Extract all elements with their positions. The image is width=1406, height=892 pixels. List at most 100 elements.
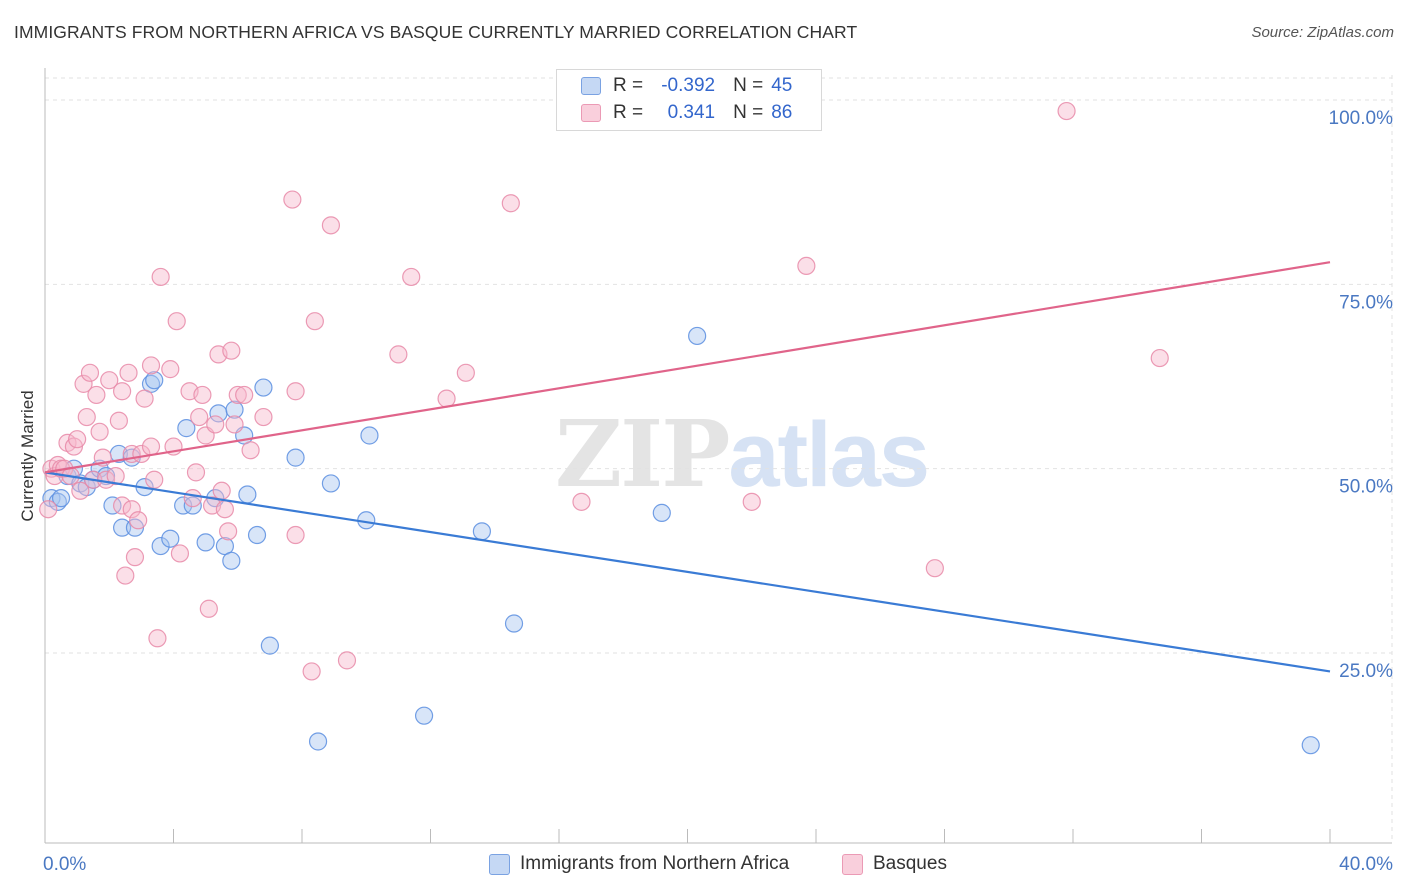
point-basques	[77, 407, 96, 427]
point-northern-africa	[103, 496, 122, 515]
point-northern-africa	[196, 533, 215, 552]
point-basques	[228, 385, 247, 405]
point-northern-africa	[321, 474, 341, 493]
point-basques	[186, 463, 206, 482]
point-basques	[112, 496, 132, 515]
point-basques	[141, 356, 161, 375]
point-basques	[106, 466, 125, 486]
point-northern-africa	[177, 419, 196, 438]
point-northern-africa	[183, 496, 202, 515]
point-basques	[148, 629, 167, 648]
point-basques	[219, 522, 238, 541]
point-basques	[161, 360, 180, 379]
point-basques	[109, 411, 128, 430]
point-basques	[125, 548, 145, 567]
legend-r-label: R =	[613, 102, 644, 123]
point-northern-africa	[238, 485, 257, 504]
point-basques	[212, 481, 231, 500]
point-basques	[39, 500, 58, 519]
point-basques	[1150, 348, 1169, 368]
y-tick-label: 75.0%	[1339, 292, 1393, 313]
bottom-legend-swatch-basques	[842, 853, 863, 875]
point-basques	[925, 559, 944, 578]
point-northern-africa	[360, 426, 379, 445]
legend-n-value: 86	[771, 102, 793, 123]
x-tick-label: 0.0%	[43, 854, 86, 875]
point-basques	[402, 267, 421, 287]
point-basques	[501, 194, 520, 213]
point-northern-africa	[112, 518, 132, 537]
y-tick-label: 100.0%	[1329, 108, 1394, 129]
point-northern-africa	[225, 400, 244, 419]
point-basques	[321, 216, 341, 235]
point-northern-africa	[161, 529, 180, 548]
point-basques	[225, 415, 244, 434]
point-northern-africa	[504, 614, 524, 633]
point-basques	[183, 489, 202, 508]
point-basques	[74, 374, 93, 393]
point-basques	[215, 500, 234, 519]
bottom-legend-basques: Basques	[842, 852, 947, 876]
point-basques	[193, 385, 212, 405]
legend-swatch-basques	[581, 104, 601, 122]
bottom-legend-northern-africa: Immigrants from Northern Africa	[489, 852, 789, 876]
point-basques	[437, 389, 456, 408]
point-basques	[68, 430, 87, 449]
point-northern-africa	[174, 496, 193, 515]
point-basques	[286, 525, 305, 545]
point-basques	[254, 407, 273, 427]
legend-row-basques: R = 0.341 N = 86	[581, 100, 792, 126]
legend-swatch-northern-africa	[581, 77, 601, 95]
point-basques	[337, 651, 357, 670]
point-northern-africa	[247, 525, 267, 545]
legend-n-value: 45	[771, 75, 793, 96]
point-northern-africa	[688, 326, 707, 346]
point-basques	[199, 599, 218, 618]
point-basques	[302, 662, 321, 681]
trend-lines	[44, 261, 1331, 673]
point-northern-africa	[1301, 736, 1320, 755]
x-tick-label: 40.0%	[1339, 854, 1393, 875]
legend-r-value: -0.392	[661, 75, 716, 96]
legend-n-label: N =	[733, 102, 764, 123]
point-basques	[206, 415, 225, 434]
point-basques	[90, 422, 109, 441]
axes	[44, 68, 1392, 844]
tick-labels: 25.0% 50.0% 75.0% 100.0% 0.0% 40.0% Currently …	[18, 108, 1393, 875]
y-axis-title: Currently Married	[18, 390, 37, 521]
point-basques	[389, 345, 408, 364]
point-northern-africa	[472, 522, 491, 541]
chart-title: IMMIGRANTS FROM NORTHERN AFRICA VS BASQU…	[14, 22, 858, 42]
watermark-atlas: atlas	[728, 404, 930, 506]
legend-n-label: N =	[733, 75, 764, 96]
point-northern-africa	[222, 551, 241, 570]
data-points	[39, 101, 1320, 755]
point-basques	[122, 500, 141, 519]
trend-line-northern-africa	[44, 471, 1331, 673]
point-northern-africa	[286, 448, 305, 467]
bottom-legend-label-northern-africa: Immigrants from Northern Africa	[520, 853, 790, 874]
point-basques	[190, 407, 209, 427]
point-basques	[305, 312, 324, 331]
point-basques	[135, 389, 154, 408]
point-basques	[119, 363, 138, 382]
legend-r-value: 0.341	[667, 102, 716, 123]
legend: R = -0.392 N = 45 R = 0.341 N = 86	[556, 69, 822, 131]
point-basques	[797, 256, 816, 275]
chart-source: Source: ZipAtlas.com	[1251, 24, 1394, 41]
point-basques	[71, 481, 90, 500]
point-northern-africa	[308, 732, 328, 751]
point-northern-africa	[414, 706, 434, 725]
point-northern-africa	[51, 489, 71, 508]
point-basques	[167, 312, 186, 331]
y-tick-label: 50.0%	[1339, 477, 1393, 498]
point-basques	[222, 341, 241, 360]
point-basques	[112, 382, 132, 401]
point-northern-africa	[151, 536, 170, 556]
point-northern-africa	[652, 503, 671, 523]
point-northern-africa	[145, 371, 164, 390]
grid-lines	[45, 75, 1393, 843]
point-basques	[235, 385, 254, 405]
point-basques	[87, 385, 106, 405]
legend-row-northern-africa: R = -0.392 N = 45	[581, 73, 792, 99]
